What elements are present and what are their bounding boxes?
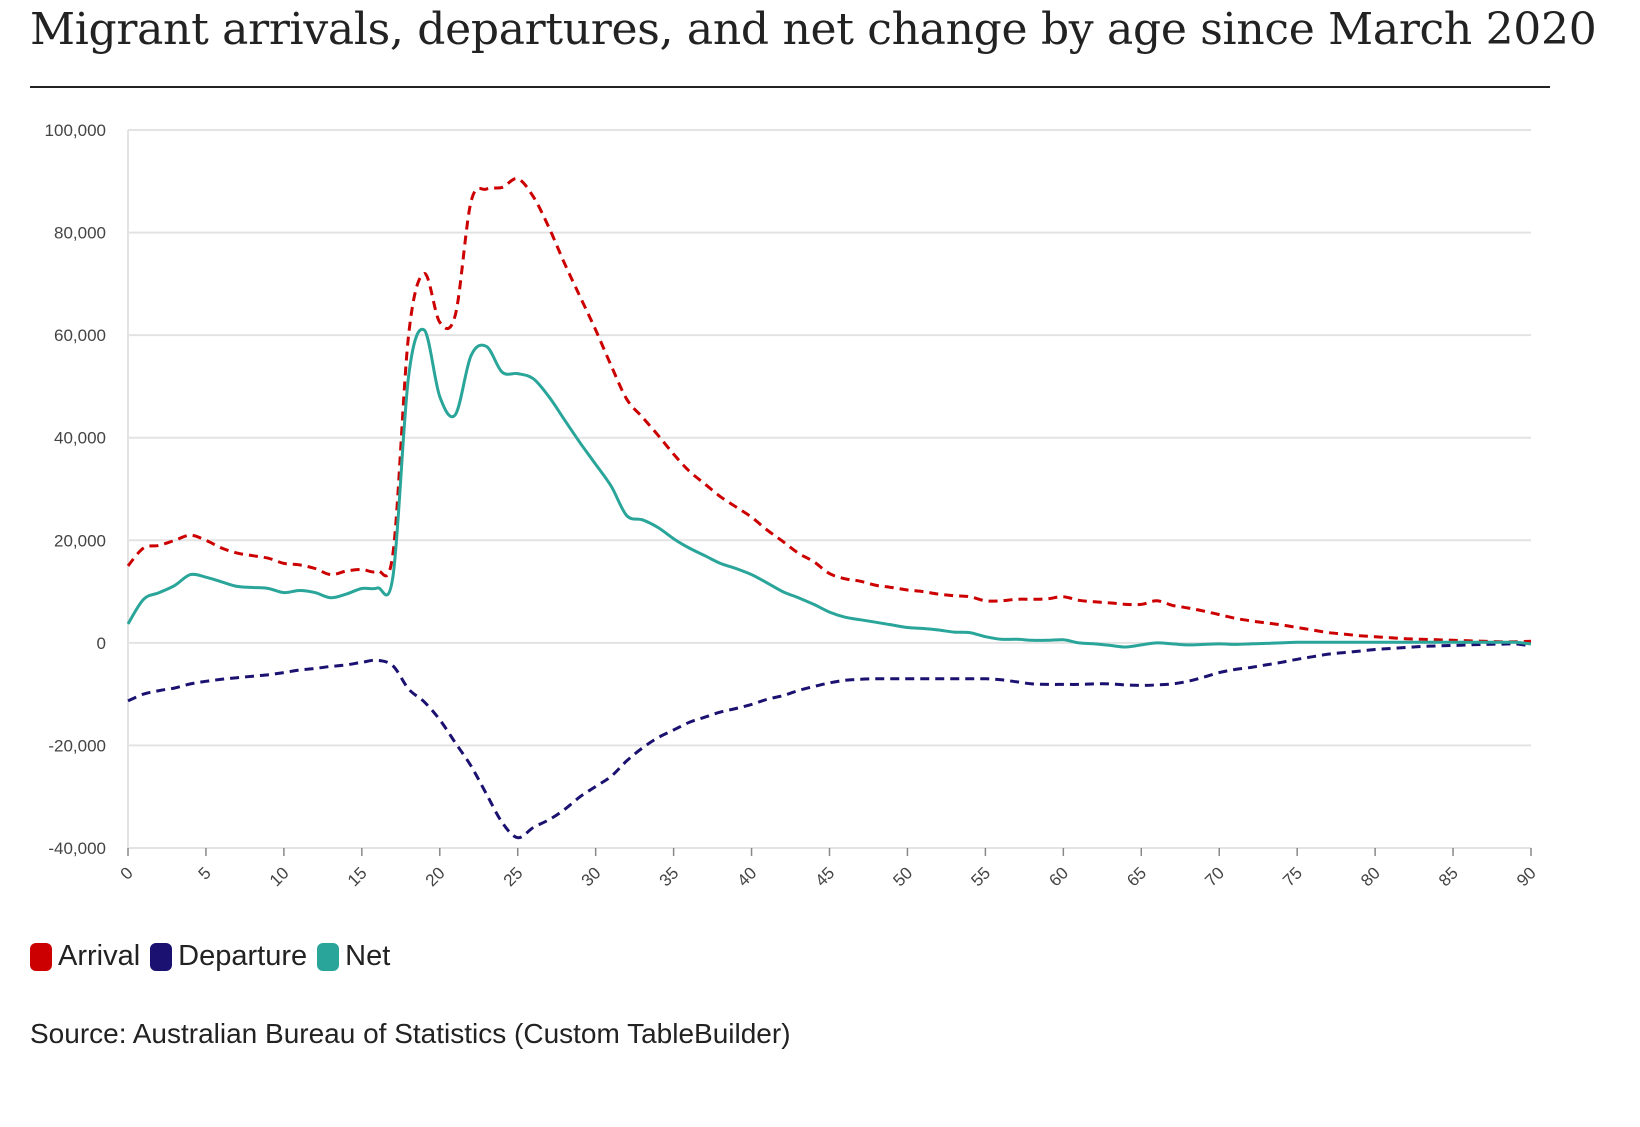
x-tick-label: 85 bbox=[1435, 863, 1462, 890]
x-axis: 0 5 10 15 20 25 30 35 40 45 50 55 60 65 70 75 80 85 90 bbox=[117, 848, 1540, 890]
y-tick-label: 80,000 bbox=[54, 224, 106, 243]
source-note: Source: Australian Bureau of Statistics … bbox=[30, 1018, 791, 1049]
legend-item-arrival: Arrival bbox=[30, 940, 140, 973]
x-tick-label: 40 bbox=[734, 863, 761, 890]
y-tick-label: 20,000 bbox=[54, 531, 106, 550]
x-tick-label: 5 bbox=[195, 863, 215, 883]
legend-item-net: Net bbox=[317, 940, 390, 973]
y-tick-label: -20,000 bbox=[48, 736, 106, 755]
y-axis: -40,000 -20,000 0 20,000 40,000 60,000 80,000 1… bbox=[45, 121, 129, 858]
y-tick-label: 100,000 bbox=[45, 121, 106, 140]
x-tick-label: 60 bbox=[1045, 863, 1072, 890]
x-tick-label: 55 bbox=[967, 863, 994, 890]
legend-label-arrival: Arrival bbox=[58, 940, 141, 972]
y-tick-label: 40,000 bbox=[54, 429, 106, 448]
x-tick-label: 10 bbox=[266, 863, 293, 890]
series-line-arrival bbox=[126, 177, 1532, 644]
series-lines bbox=[126, 177, 1532, 840]
title-divider bbox=[30, 86, 1550, 88]
x-tick-label: 20 bbox=[422, 863, 449, 890]
series-line-net bbox=[126, 327, 1532, 649]
line-chart: -40,000 -20,000 0 20,000 40,000 60,000 80,000 1… bbox=[45, 121, 1540, 890]
x-tick-label: 70 bbox=[1201, 863, 1228, 890]
legend-label-net: Net bbox=[345, 940, 391, 972]
x-tick-label: 50 bbox=[889, 863, 916, 890]
legend-item-departure: Departure bbox=[150, 940, 307, 973]
x-tick-label: 0 bbox=[117, 863, 137, 883]
y-tick-label: 60,000 bbox=[54, 326, 106, 345]
x-tick-label: 90 bbox=[1513, 863, 1540, 890]
x-tick-label: 80 bbox=[1357, 863, 1384, 890]
grid-lines bbox=[128, 129, 1531, 849]
legend-swatch-net bbox=[317, 942, 340, 971]
series-line-departure bbox=[127, 642, 1532, 840]
y-tick-label: -40,000 bbox=[48, 839, 106, 858]
x-tick-label: 25 bbox=[500, 863, 527, 890]
legend-swatch-arrival bbox=[30, 942, 52, 971]
y-tick-label: 0 bbox=[97, 634, 106, 653]
x-tick-label: 35 bbox=[656, 863, 683, 890]
x-tick-label: 75 bbox=[1279, 863, 1306, 890]
x-tick-label: 30 bbox=[578, 863, 605, 890]
chart-title: Migrant arrivals, departures, and net ch… bbox=[30, 4, 1597, 55]
legend-swatch-departure bbox=[150, 942, 173, 971]
x-tick-label: 45 bbox=[812, 863, 839, 890]
legend: Arrival Departure Net bbox=[30, 940, 400, 973]
x-tick-label: 15 bbox=[344, 863, 371, 890]
x-tick-label: 65 bbox=[1123, 863, 1150, 890]
legend-label-departure: Departure bbox=[178, 940, 308, 972]
